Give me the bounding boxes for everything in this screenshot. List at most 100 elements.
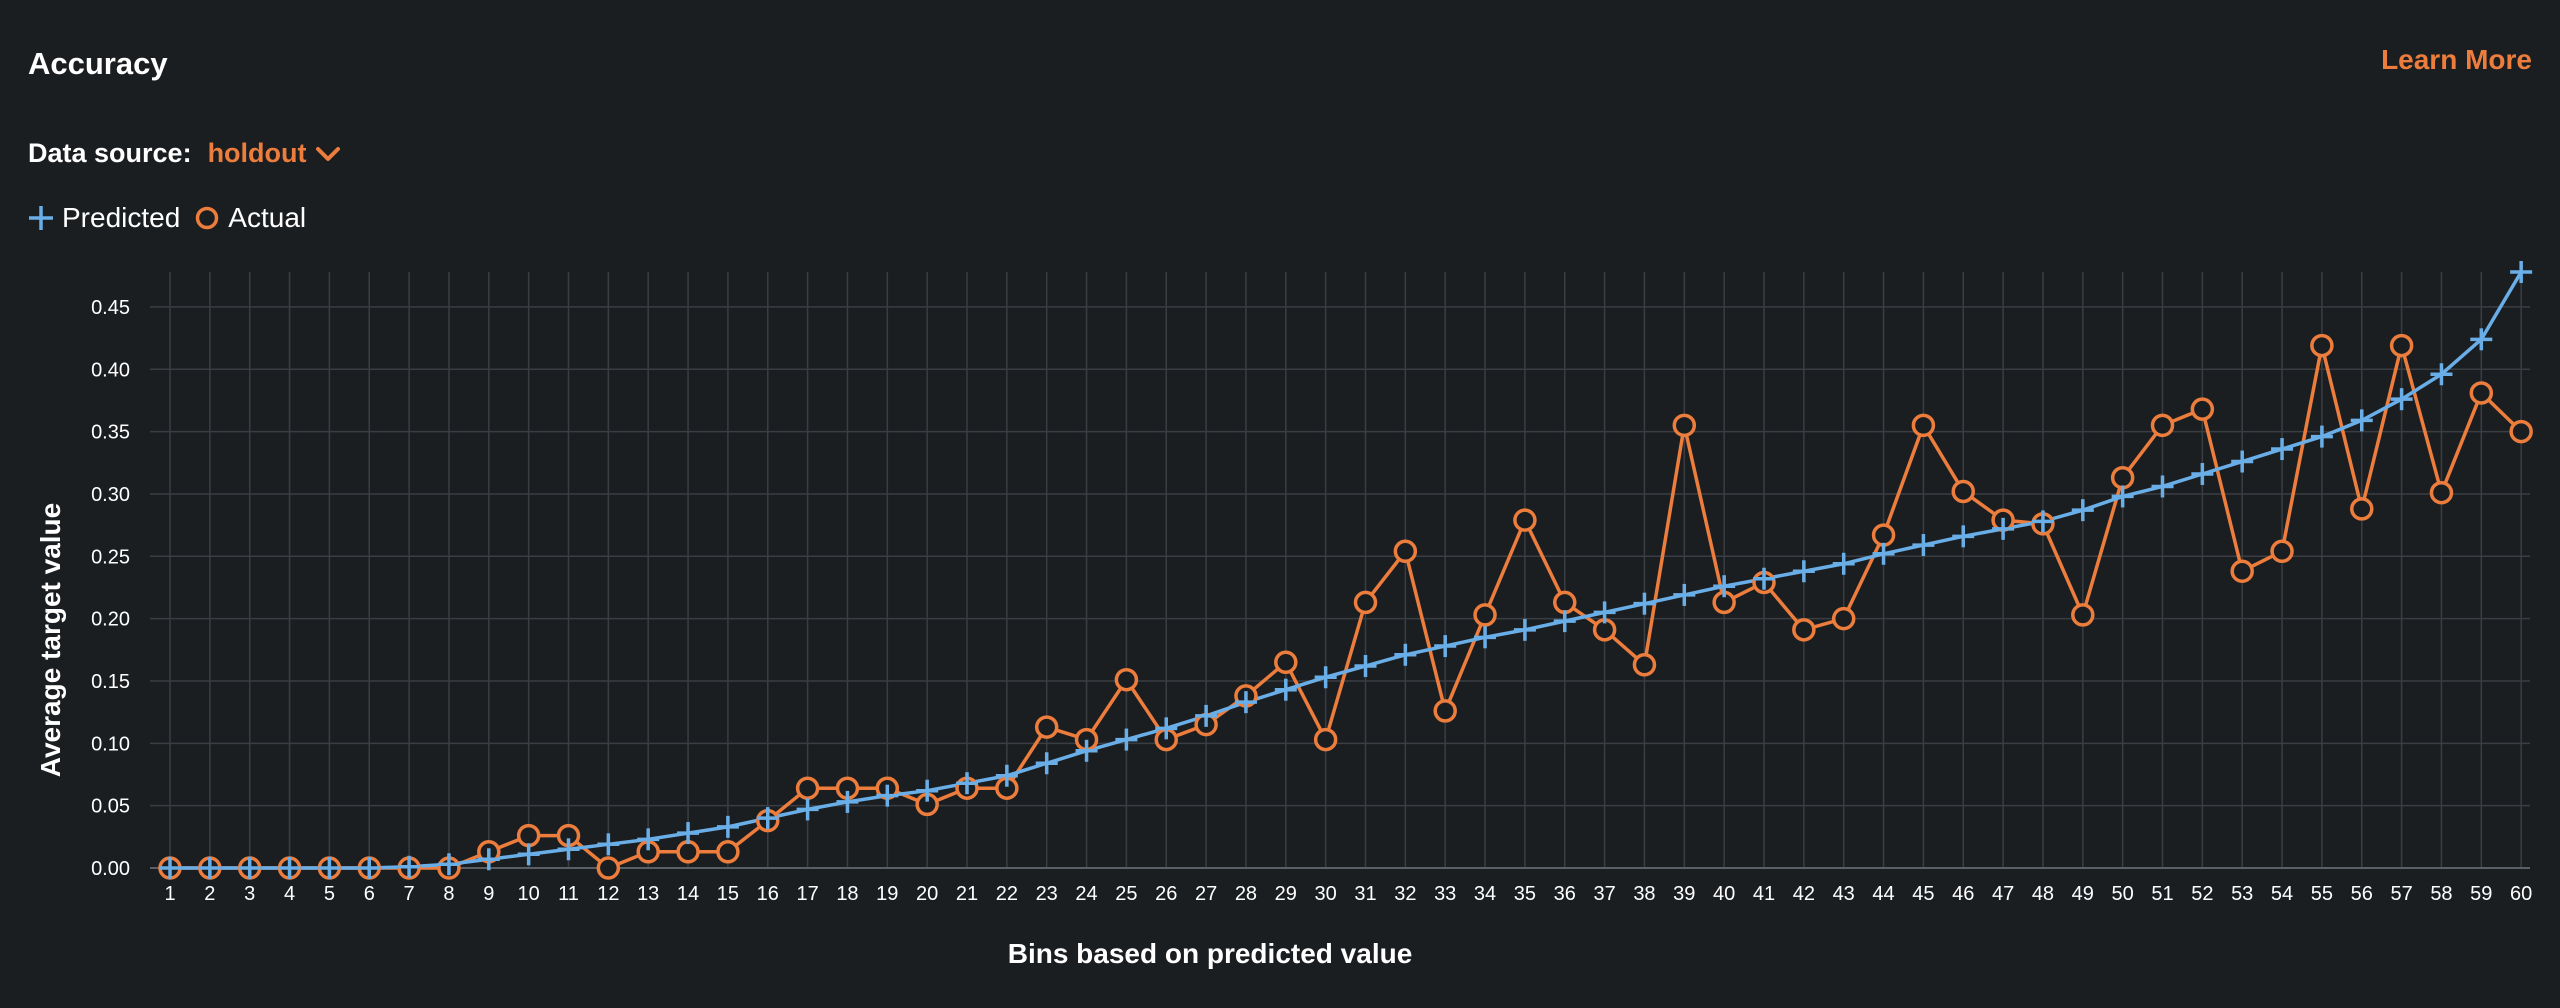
learn-more-link[interactable]: Learn More <box>2381 44 2532 75</box>
data-point-actual <box>2110 465 2135 490</box>
x-tick-label: 46 <box>1952 883 1974 905</box>
x-tick-label: 42 <box>1793 883 1815 905</box>
data-point-actual <box>2469 381 2494 405</box>
plus-icon <box>29 206 53 230</box>
data-point-actual <box>1951 479 1975 504</box>
data-point-actual <box>1034 715 1059 739</box>
data-point-predicted <box>1753 567 1775 590</box>
x-tick-label: 48 <box>2032 883 2054 905</box>
data-point-predicted <box>1673 583 1696 606</box>
data-point-predicted <box>1354 655 1377 678</box>
x-tick-label: 51 <box>2151 883 2173 905</box>
x-tick-label: 1 <box>164 883 175 905</box>
x-tick-label: 39 <box>1673 883 1695 905</box>
x-tick-label: 2 <box>204 883 215 905</box>
x-tick-label: 53 <box>2231 883 2253 905</box>
data-point-predicted <box>1593 601 1616 624</box>
x-tick-label: 18 <box>836 883 858 905</box>
x-tick-label: 27 <box>1195 883 1217 905</box>
x-tick-label: 5 <box>324 883 335 905</box>
data-point-actual <box>1393 539 1418 564</box>
data-point-actual <box>1632 653 1657 677</box>
data-point-actual <box>516 823 541 848</box>
data-point-predicted <box>437 853 460 876</box>
x-tick-label: 40 <box>1713 883 1735 905</box>
data-point-predicted <box>1434 635 1457 658</box>
x-tick-label: 44 <box>1872 883 1894 905</box>
x-tick-label: 35 <box>1514 883 1536 905</box>
data-source-dropdown[interactable]: holdout <box>208 138 341 169</box>
data-point-actual <box>1672 413 1697 438</box>
data-point-predicted <box>1075 739 1098 762</box>
x-tick-label: 32 <box>1394 883 1416 905</box>
legend-item-actual[interactable]: Actual <box>194 202 306 234</box>
x-tick-label: 7 <box>404 883 415 905</box>
data-point-actual <box>1831 606 1856 631</box>
data-point-predicted <box>677 822 700 845</box>
y-tick-label: 0.05 <box>91 796 130 818</box>
x-tick-label: 37 <box>1593 883 1615 905</box>
data-point-predicted <box>2510 261 2533 283</box>
data-point-actual <box>716 840 740 864</box>
chevron-down-icon <box>315 146 340 161</box>
data-point-predicted <box>2231 450 2254 473</box>
x-tick-label: 56 <box>2351 883 2373 905</box>
x-tick-label: 34 <box>1474 883 1496 905</box>
data-source-value: holdout <box>207 138 307 168</box>
data-point-actual <box>2509 419 2533 444</box>
data-point-actual <box>2150 413 2175 438</box>
data-point-predicted <box>358 857 381 879</box>
x-tick-label: 55 <box>2311 883 2333 905</box>
data-point-predicted <box>2191 462 2214 485</box>
x-tick-label: 28 <box>1235 883 1257 905</box>
y-tick-label: 0.00 <box>91 858 130 880</box>
data-point-predicted <box>2470 328 2493 351</box>
x-tick-label: 21 <box>956 883 978 905</box>
data-point-actual <box>2429 480 2454 505</box>
data-point-predicted <box>477 848 500 871</box>
x-tick-label: 24 <box>1075 883 1097 905</box>
y-tick-label: 0.25 <box>91 546 130 568</box>
data-point-actual <box>1911 413 1936 438</box>
y-tick-label: 0.20 <box>91 609 130 631</box>
x-tick-label: 30 <box>1315 883 1337 905</box>
x-tick-label: 11 <box>558 883 579 905</box>
x-tick-label: 33 <box>1434 883 1456 905</box>
data-point-actual <box>795 776 820 800</box>
data-point-actual <box>2350 497 2374 521</box>
y-tick-label: 0.40 <box>91 359 130 381</box>
data-point-actual <box>596 856 621 880</box>
legend-item-predicted[interactable]: Predicted <box>28 202 180 234</box>
data-point-predicted <box>1115 728 1138 751</box>
data-point-predicted <box>2430 363 2453 386</box>
data-point-predicted <box>836 790 859 813</box>
data-point-actual <box>2389 333 2414 358</box>
x-tick-label: 25 <box>1115 883 1137 905</box>
x-tick-label: 41 <box>1753 883 1775 905</box>
data-point-predicted <box>2151 475 2174 498</box>
data-point-predicted <box>1035 752 1058 775</box>
data-point-predicted <box>238 857 261 879</box>
y-tick-label: 0.30 <box>91 484 130 506</box>
data-point-actual <box>1313 727 1338 752</box>
x-tick-label: 29 <box>1275 883 1297 905</box>
data-point-actual <box>1792 618 1816 642</box>
x-tick-label: 50 <box>2112 883 2134 905</box>
data-point-predicted <box>916 779 939 802</box>
data-point-predicted <box>1314 666 1337 689</box>
data-point-predicted <box>1713 575 1736 598</box>
data-point-actual <box>1473 603 1497 627</box>
y-tick-label: 0.10 <box>91 733 130 755</box>
data-source-label: Data source: <box>28 138 192 168</box>
x-tick-label: 8 <box>443 883 454 905</box>
data-point-actual <box>676 840 700 864</box>
data-point-predicted <box>1952 525 1975 548</box>
data-point-predicted <box>1792 560 1815 583</box>
data-point-predicted <box>1234 691 1257 714</box>
page-title: Accuracy <box>28 46 168 81</box>
data-point-actual <box>2190 397 2215 421</box>
chart-legend: Predicted Actual <box>28 202 320 234</box>
data-point-predicted <box>637 828 660 851</box>
x-tick-label: 17 <box>796 883 818 905</box>
data-point-predicted <box>1633 592 1656 615</box>
